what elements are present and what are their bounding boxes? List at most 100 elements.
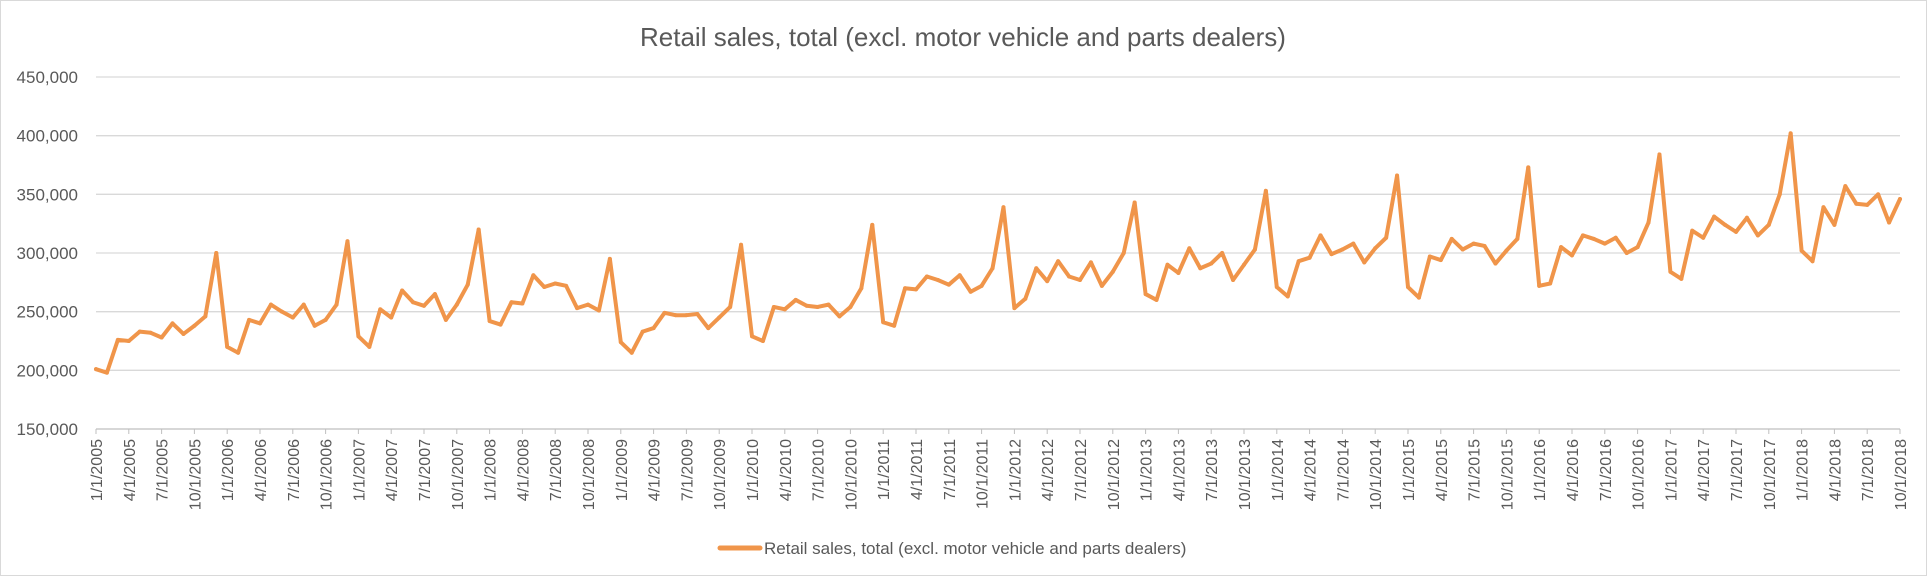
legend: Retail sales, total (excl. motor vehicle… [717,539,1186,558]
x-tick-label: 10/1/2017 [1762,439,1779,510]
x-tick-label: 7/1/2011 [942,439,959,500]
data-point [903,286,908,291]
data-point [815,304,820,309]
data-point [1548,281,1553,286]
data-point [159,335,164,340]
data-point [258,321,262,326]
data-point [487,319,492,324]
data-point [1242,262,1246,267]
x-tick-label: 1/1/2018 [1795,439,1812,501]
x-tick-label: 10/1/2005 [187,439,204,510]
x-tick-label: 4/1/2009 [647,439,664,501]
data-point [1668,269,1673,274]
data-point [782,307,787,312]
x-tick-label: 4/1/2011 [909,439,926,500]
y-axis-tick-labels: 150,000 200,000 250,000 300,000 350,000 400,0… [17,68,78,439]
data-point [739,242,744,247]
data-point [214,251,219,255]
data-point [804,303,809,308]
data-point [914,287,918,292]
x-tick-label: 10/1/2015 [1499,439,1516,510]
data-point [1078,277,1082,282]
data-point [1296,259,1301,264]
data-point [531,273,536,278]
data-point [946,282,951,287]
x-tick-label: 7/1/2017 [1729,439,1746,501]
x-tick-label: 4/1/2008 [515,439,532,501]
data-point [1274,285,1279,290]
data-point [432,292,437,297]
data-point [1143,292,1148,297]
data-point [312,323,317,328]
data-point [236,350,241,355]
data-point [1887,220,1892,225]
x-tick-label: 10/1/2007 [450,439,467,510]
data-point [1220,251,1225,255]
data-point [1132,200,1137,205]
data-point [1121,251,1126,255]
data-point [870,222,875,227]
data-point [1526,165,1531,170]
data-point [367,344,372,349]
data-point [1865,202,1870,207]
data-point [1537,283,1542,288]
data-point [1318,233,1323,238]
data-point [618,340,623,345]
data-point [564,283,569,288]
data-point [1580,233,1585,238]
x-tick-label: 1/1/2010 [745,439,762,501]
data-point [1515,236,1520,241]
data-point [629,350,634,355]
x-tick-label: 7/1/2005 [155,439,172,501]
data-point [1362,260,1367,265]
data-point [498,322,503,327]
data-point [1559,245,1564,250]
data-point [1329,252,1334,257]
data-point [1307,255,1312,260]
x-tick-label: 10/1/2011 [975,439,992,509]
data-point [1821,205,1826,210]
data-point [94,367,98,372]
y-tick-label: 300,000 [17,244,78,263]
data-point [979,283,984,288]
data-point [1493,261,1498,266]
data-point [104,370,109,375]
x-tick-label: 7/1/2012 [1073,439,1090,501]
data-point [1110,269,1115,274]
data-point [793,297,798,302]
x-tick-label: 1/1/2012 [1007,439,1024,501]
data-point [400,288,405,293]
x-tick-label: 7/1/2014 [1335,439,1352,501]
data-point [1832,222,1837,227]
x-tick-label: 10/1/2016 [1631,439,1648,510]
data-point [148,330,153,335]
data-point [1252,247,1257,252]
data-point [575,306,580,311]
x-tick-label: 4/1/2007 [384,439,401,501]
data-point [1679,276,1684,281]
data-point [924,274,929,279]
x-tick-label: 4/1/2010 [778,439,795,501]
data-point [848,304,853,309]
data-point [859,286,864,291]
data-point [411,300,416,305]
data-point [1438,258,1443,263]
x-tick-label: 10/1/2008 [581,439,598,510]
data-point [301,302,306,307]
data-point [837,314,842,319]
x-tick-label: 7/1/2007 [417,439,434,501]
data-point [1395,173,1400,178]
data-point [1340,247,1345,252]
y-tick-label: 400,000 [17,127,78,146]
x-tick-label: 7/1/2008 [548,439,565,501]
x-tick-label: 7/1/2013 [1204,439,1221,501]
data-point [1231,277,1236,282]
data-point [1198,266,1203,271]
data-point [1504,248,1509,253]
x-tick-label: 1/1/2015 [1401,439,1418,501]
data-point [1449,236,1454,241]
data-point [1088,260,1093,265]
data-point [1876,192,1881,197]
y-tick-label: 200,000 [17,361,78,380]
